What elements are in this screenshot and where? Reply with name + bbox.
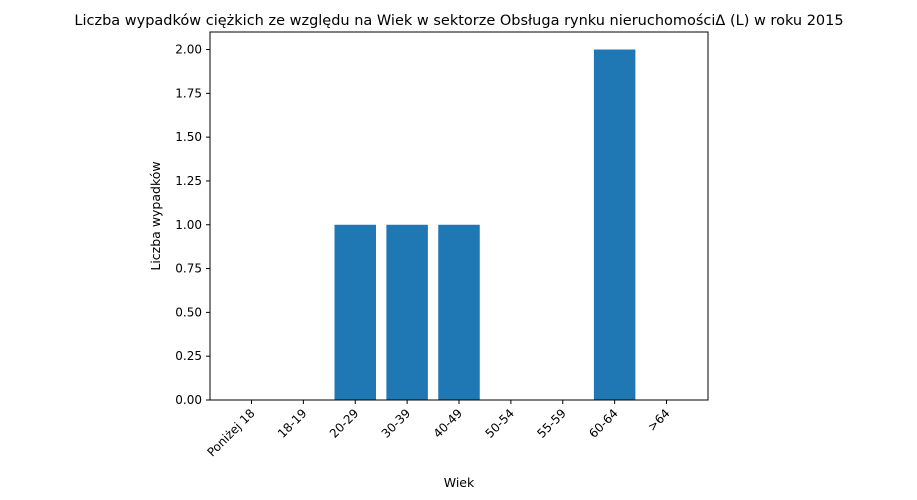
x-tick-label: 50-54 [482, 406, 517, 441]
y-tick-label: 1.75 [175, 86, 202, 100]
x-axis-label: Wiek [444, 475, 475, 490]
y-tick-label: 2.00 [175, 43, 202, 57]
y-tick-label: 1.50 [175, 130, 202, 144]
chart-title: Liczba wypadków ciężkich ze względu na W… [74, 13, 843, 29]
y-tick-label: 1.25 [175, 174, 202, 188]
x-tick-label: 20-29 [327, 406, 362, 441]
bars-group [334, 49, 636, 401]
x-axis: Poniżej 18 18-19 20-29 30-39 40-49 50-54 55-59… [204, 400, 673, 459]
bar-20-29 [334, 224, 376, 400]
y-tick-label: 0.50 [175, 305, 202, 319]
x-tick-label: Poniżej 18 [204, 406, 257, 459]
x-tick-label: 60-64 [586, 406, 621, 441]
y-axis: 0.00 0.25 0.50 0.75 1.00 1.25 1.50 1.75 2.00 [175, 43, 210, 407]
x-tick-label: 30-39 [379, 406, 414, 441]
x-tick-label: 40-49 [431, 406, 466, 441]
bar-30-39 [386, 224, 428, 400]
y-tick-label: 0.75 [175, 262, 202, 276]
y-axis-label: Liczba wypadków [148, 161, 163, 270]
y-tick-label: 1.00 [175, 218, 202, 232]
x-tick-label: >64 [645, 406, 673, 434]
y-tick-label: 0.00 [175, 393, 202, 407]
y-tick-label: 0.25 [175, 349, 202, 363]
bar-60-64 [593, 49, 636, 401]
bar-40-49 [438, 224, 480, 400]
x-tick-label: 55-59 [534, 406, 569, 441]
x-tick-label: 18-19 [275, 406, 310, 441]
